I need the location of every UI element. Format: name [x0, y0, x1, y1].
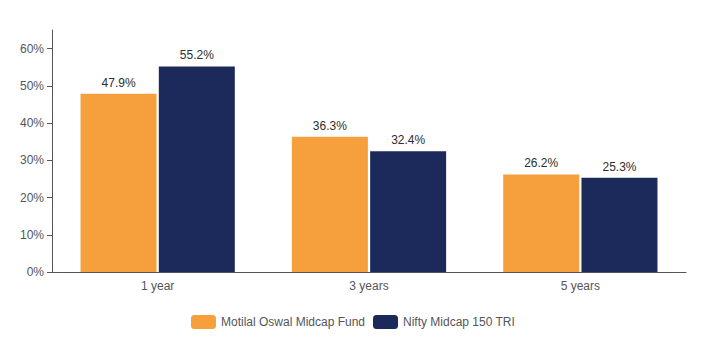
svg-text:1 year: 1 year	[141, 279, 174, 293]
svg-text:47.9%: 47.9%	[102, 76, 136, 90]
svg-text:25.3%: 25.3%	[602, 160, 636, 174]
svg-text:0%: 0%	[27, 265, 45, 279]
svg-text:55.2%: 55.2%	[180, 48, 214, 62]
svg-text:3 years: 3 years	[349, 279, 388, 293]
svg-text:50%: 50%	[20, 79, 44, 93]
svg-text:5 years: 5 years	[561, 279, 600, 293]
svg-text:32.4%: 32.4%	[391, 133, 425, 147]
svg-text:10%: 10%	[20, 228, 44, 242]
svg-text:36.3%: 36.3%	[313, 119, 347, 133]
svg-text:40%: 40%	[20, 116, 44, 130]
svg-text:20%: 20%	[20, 191, 44, 205]
svg-text:30%: 30%	[20, 153, 44, 167]
svg-text:Motilal Oswal Midcap Fund: Motilal Oswal Midcap Fund	[221, 315, 365, 329]
svg-text:60%: 60%	[20, 42, 44, 56]
svg-text:26.2%: 26.2%	[524, 156, 558, 170]
svg-text:Nifty Midcap 150 TRI: Nifty Midcap 150 TRI	[403, 315, 515, 329]
